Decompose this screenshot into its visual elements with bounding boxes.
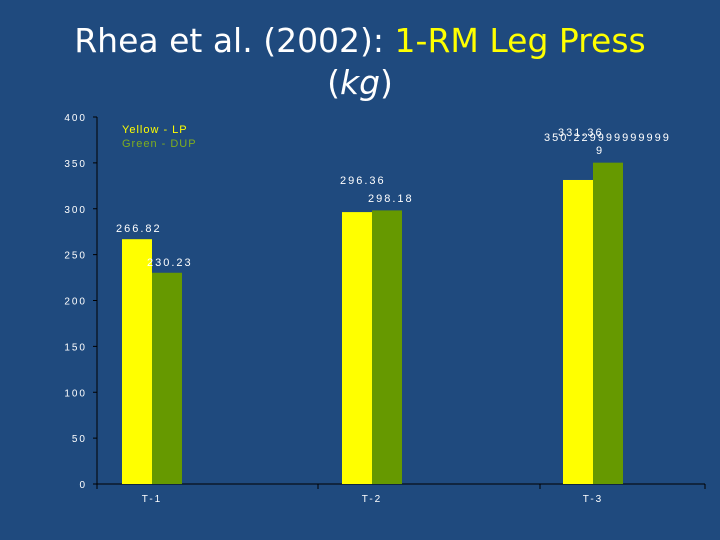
bar-lp-t-2: [342, 212, 372, 484]
legend-item-dup: Green - DUP: [122, 138, 197, 150]
y-tick-label: 350: [64, 159, 87, 170]
y-tick-label: 400: [64, 113, 87, 124]
title-unit: kg: [339, 63, 381, 102]
y-tick-label: 0: [79, 480, 87, 491]
bar-dup-t-3: [593, 162, 623, 484]
bar-dup-t-2: [372, 210, 402, 484]
title-paren-close: ): [380, 63, 393, 102]
data-label: 350.229999999999 9: [544, 132, 671, 157]
slide-title: Rhea et al. (2002): 1-RM Leg Press (kg): [40, 20, 680, 104]
x-tick-label: T-2: [362, 494, 382, 505]
data-label: 296.36: [340, 175, 386, 187]
bar-lp-t-1: [122, 239, 152, 484]
x-tick-label: T-3: [583, 494, 603, 505]
data-label: 298.18: [368, 193, 414, 205]
legend-item-lp: Yellow - LP: [122, 124, 188, 136]
y-tick-label: 50: [72, 434, 87, 445]
y-tick-label: 300: [64, 205, 87, 216]
chart-legend: Yellow - LP Green - DUP: [122, 123, 197, 151]
x-tick-label: T-1: [142, 494, 162, 505]
title-highlight: 1-RM Leg Press: [394, 21, 646, 60]
data-label-line: 350.229999999999: [544, 132, 671, 144]
bar-dup-t-1: [152, 272, 182, 484]
y-tick-label: 200: [64, 297, 87, 308]
title-paren-open: (: [327, 63, 340, 102]
data-label: 331.36: [558, 127, 604, 139]
y-tick-label: 250: [64, 251, 87, 262]
y-tick-label: 150: [64, 342, 87, 353]
title-prefix: Rhea et al. (2002):: [74, 21, 395, 60]
bar-lp-t-3: [563, 179, 593, 484]
data-label: 266.82: [116, 223, 162, 235]
y-tick-label: 100: [64, 388, 87, 399]
data-label: 230.23: [147, 257, 193, 269]
data-label-line: 9: [596, 145, 604, 157]
